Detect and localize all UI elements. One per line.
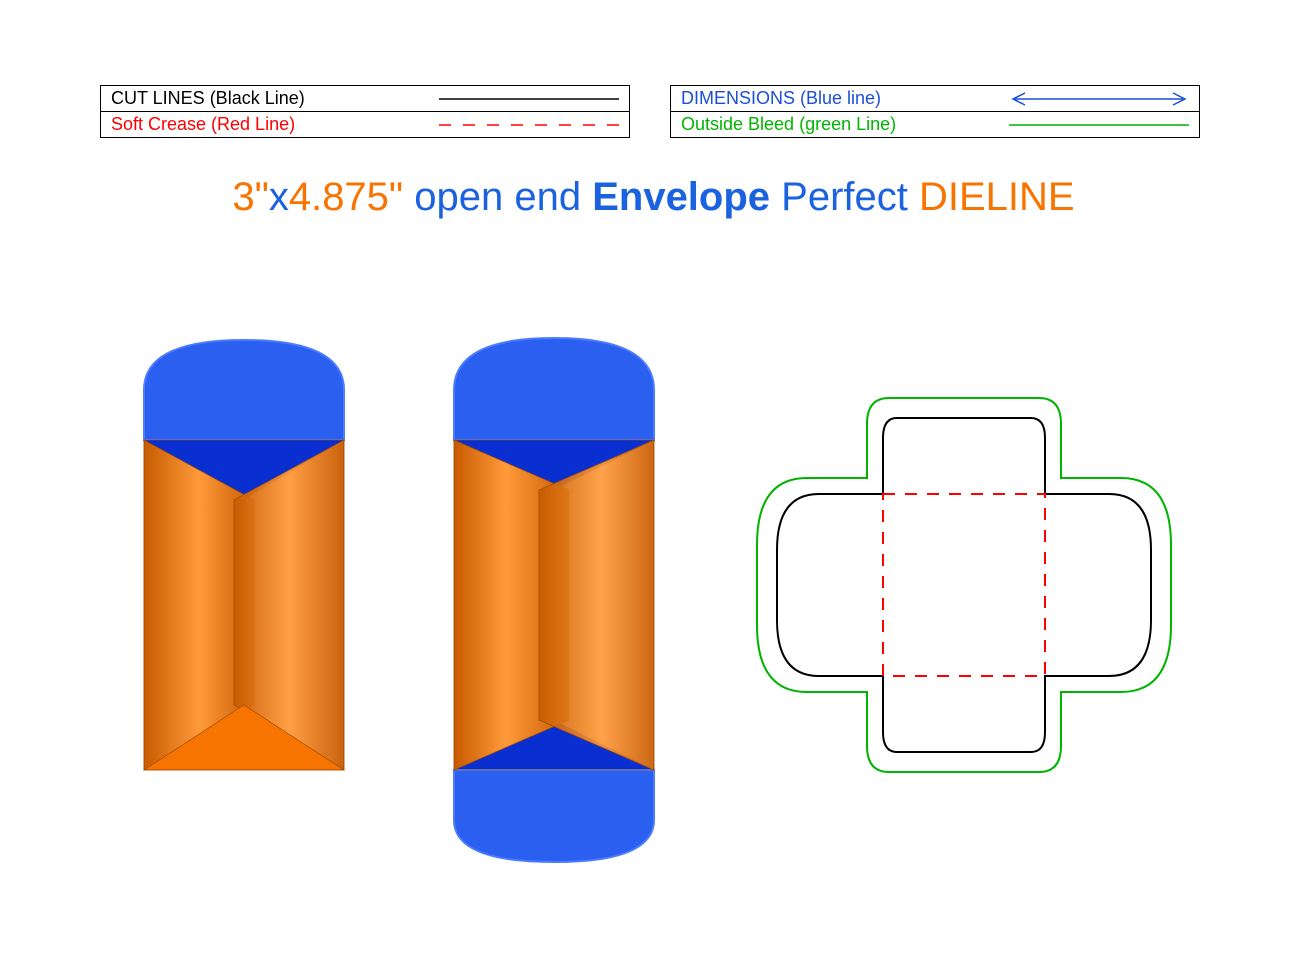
- envelope-flat: [439, 330, 669, 870]
- title-part: DIELINE: [919, 175, 1075, 219]
- page-title: 3"x4.875" open end Envelope Perfect DIEL…: [0, 175, 1307, 220]
- title-part: 4.875": [289, 175, 414, 219]
- legend-label-bleed: Outside Bleed (green Line): [681, 114, 1009, 135]
- diagrams-row: [0, 330, 1307, 870]
- legend-label-cut: CUT LINES (Black Line): [111, 88, 439, 109]
- legend-row: Outside Bleed (green Line): [671, 112, 1199, 137]
- legend-box-left: CUT LINES (Black Line) Soft Crease (Red …: [100, 85, 630, 138]
- legend-box-right: DIMENSIONS (Blue line) Outside Bleed (gr…: [670, 85, 1200, 138]
- legend-label-crease: Soft Crease (Red Line): [111, 114, 439, 135]
- legend-visual-dimensions: [1009, 89, 1189, 109]
- title-part: Perfect: [781, 175, 919, 219]
- title-part: Envelope: [592, 175, 781, 219]
- legend-container: CUT LINES (Black Line) Soft Crease (Red …: [100, 85, 1200, 138]
- legend-visual-cut: [439, 89, 619, 109]
- legend-label-dimensions: DIMENSIONS (Blue line): [681, 88, 1009, 109]
- envelope-folded-open: [129, 330, 359, 780]
- envelope-dieline: [749, 390, 1179, 780]
- title-part: open end: [414, 175, 592, 219]
- legend-visual-crease: [439, 115, 619, 135]
- legend-row: CUT LINES (Black Line): [101, 86, 629, 112]
- title-part: x: [269, 175, 289, 219]
- title-part: 3": [232, 175, 268, 219]
- legend-row: Soft Crease (Red Line): [101, 112, 629, 137]
- legend-visual-bleed: [1009, 115, 1189, 135]
- legend-row: DIMENSIONS (Blue line): [671, 86, 1199, 112]
